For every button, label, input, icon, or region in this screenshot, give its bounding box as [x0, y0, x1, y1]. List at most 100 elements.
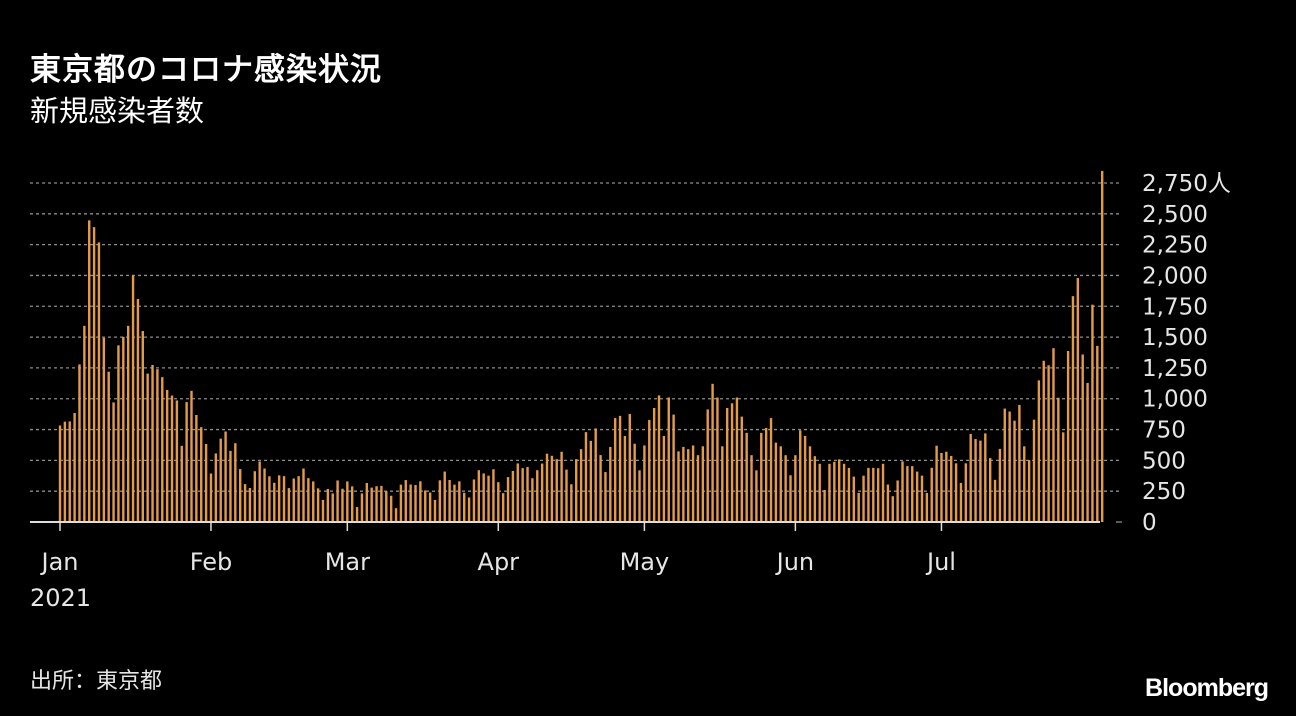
bar: [677, 451, 680, 522]
bar: [263, 468, 266, 522]
bar: [687, 449, 690, 522]
bar: [253, 471, 256, 522]
bar: [575, 459, 578, 522]
bar: [497, 482, 500, 522]
bar: [141, 331, 144, 522]
bar: [180, 445, 183, 522]
bar: [511, 470, 515, 522]
y-tick-label: 1,500: [1142, 325, 1208, 351]
bar: [808, 446, 812, 522]
bar: [857, 492, 860, 522]
bar: [1071, 296, 1075, 522]
bar: [185, 402, 188, 522]
bar: [200, 427, 203, 522]
bar: [336, 480, 339, 522]
bar: [351, 486, 354, 522]
bar: [521, 468, 524, 522]
bar: [891, 496, 894, 522]
bar: [940, 452, 943, 522]
bar: [570, 484, 573, 522]
bar: [974, 439, 977, 522]
bar: [730, 403, 734, 522]
bar: [945, 451, 948, 522]
bar: [467, 497, 471, 522]
bar: [326, 488, 330, 522]
bar: [540, 463, 544, 522]
y-tick-label: 1,000: [1142, 387, 1208, 413]
bar: [346, 481, 349, 522]
bar: [1037, 380, 1041, 522]
bar: [886, 484, 890, 522]
bar: [131, 275, 135, 522]
bar: [652, 407, 656, 522]
y-tick-label: 250: [1142, 479, 1186, 505]
y-tick-labels: 0 250 500 750 1,000 1,250 1,500 1,750 2,000 2,250…: [1142, 171, 1231, 536]
bar: [321, 499, 325, 522]
bar: [745, 432, 748, 522]
bar: [988, 458, 992, 522]
bar: [823, 489, 826, 522]
bar: [433, 499, 437, 522]
bar: [219, 438, 222, 522]
bar: [273, 482, 276, 522]
bar: [623, 435, 627, 522]
y-tick-label: 2,000: [1142, 263, 1208, 289]
bar: [536, 470, 539, 522]
bar: [950, 455, 953, 522]
bar: [867, 467, 870, 522]
bar: [170, 395, 174, 522]
bar: [292, 478, 295, 522]
bar: [696, 455, 700, 522]
bar: [506, 477, 510, 522]
bar: [409, 484, 412, 522]
bar: [375, 486, 378, 522]
bar: [725, 407, 729, 522]
bar: [453, 484, 456, 522]
x-tick-label: Apr: [478, 548, 520, 576]
bar: [1027, 460, 1031, 522]
bar: [117, 345, 120, 522]
bar: [58, 425, 62, 522]
bar: [399, 484, 403, 522]
y-tick-label: 1,250: [1142, 356, 1208, 382]
bar: [613, 418, 617, 522]
bar: [297, 476, 300, 522]
bar: [691, 445, 695, 522]
bar: [555, 459, 558, 522]
source-note: 出所：東京都: [30, 669, 163, 694]
bar: [1096, 345, 1099, 522]
bar: [1066, 351, 1070, 522]
bar: [667, 397, 670, 522]
bar: [589, 440, 593, 522]
bar: [789, 475, 792, 522]
bar: [657, 395, 661, 522]
x-tick-label: Feb: [190, 548, 233, 576]
bar: [389, 495, 393, 522]
bar: [73, 413, 76, 522]
bar: [638, 470, 641, 522]
bar: [424, 490, 427, 522]
chart-subtitle: 新規感染者数: [30, 94, 205, 128]
bar: [648, 419, 651, 522]
bar: [828, 463, 831, 522]
bloomberg-logo: Bloomberg: [1145, 674, 1269, 702]
x-tick-label: Mar: [325, 548, 370, 576]
bar: [234, 443, 237, 522]
y-tick-label: 750: [1142, 418, 1186, 444]
bar: [214, 453, 218, 522]
bar: [385, 491, 388, 522]
bar: [633, 443, 636, 522]
bar: [1052, 348, 1055, 522]
bar: [78, 364, 81, 522]
bar: [482, 473, 485, 522]
bar: [428, 492, 432, 522]
bar: [458, 481, 461, 522]
bar: [901, 461, 904, 522]
bar: [1062, 432, 1065, 522]
bar: [97, 242, 101, 522]
bar: [584, 432, 588, 522]
bar: [472, 479, 476, 522]
bar: [920, 475, 924, 522]
bar: [282, 476, 286, 522]
bar: [755, 470, 758, 522]
